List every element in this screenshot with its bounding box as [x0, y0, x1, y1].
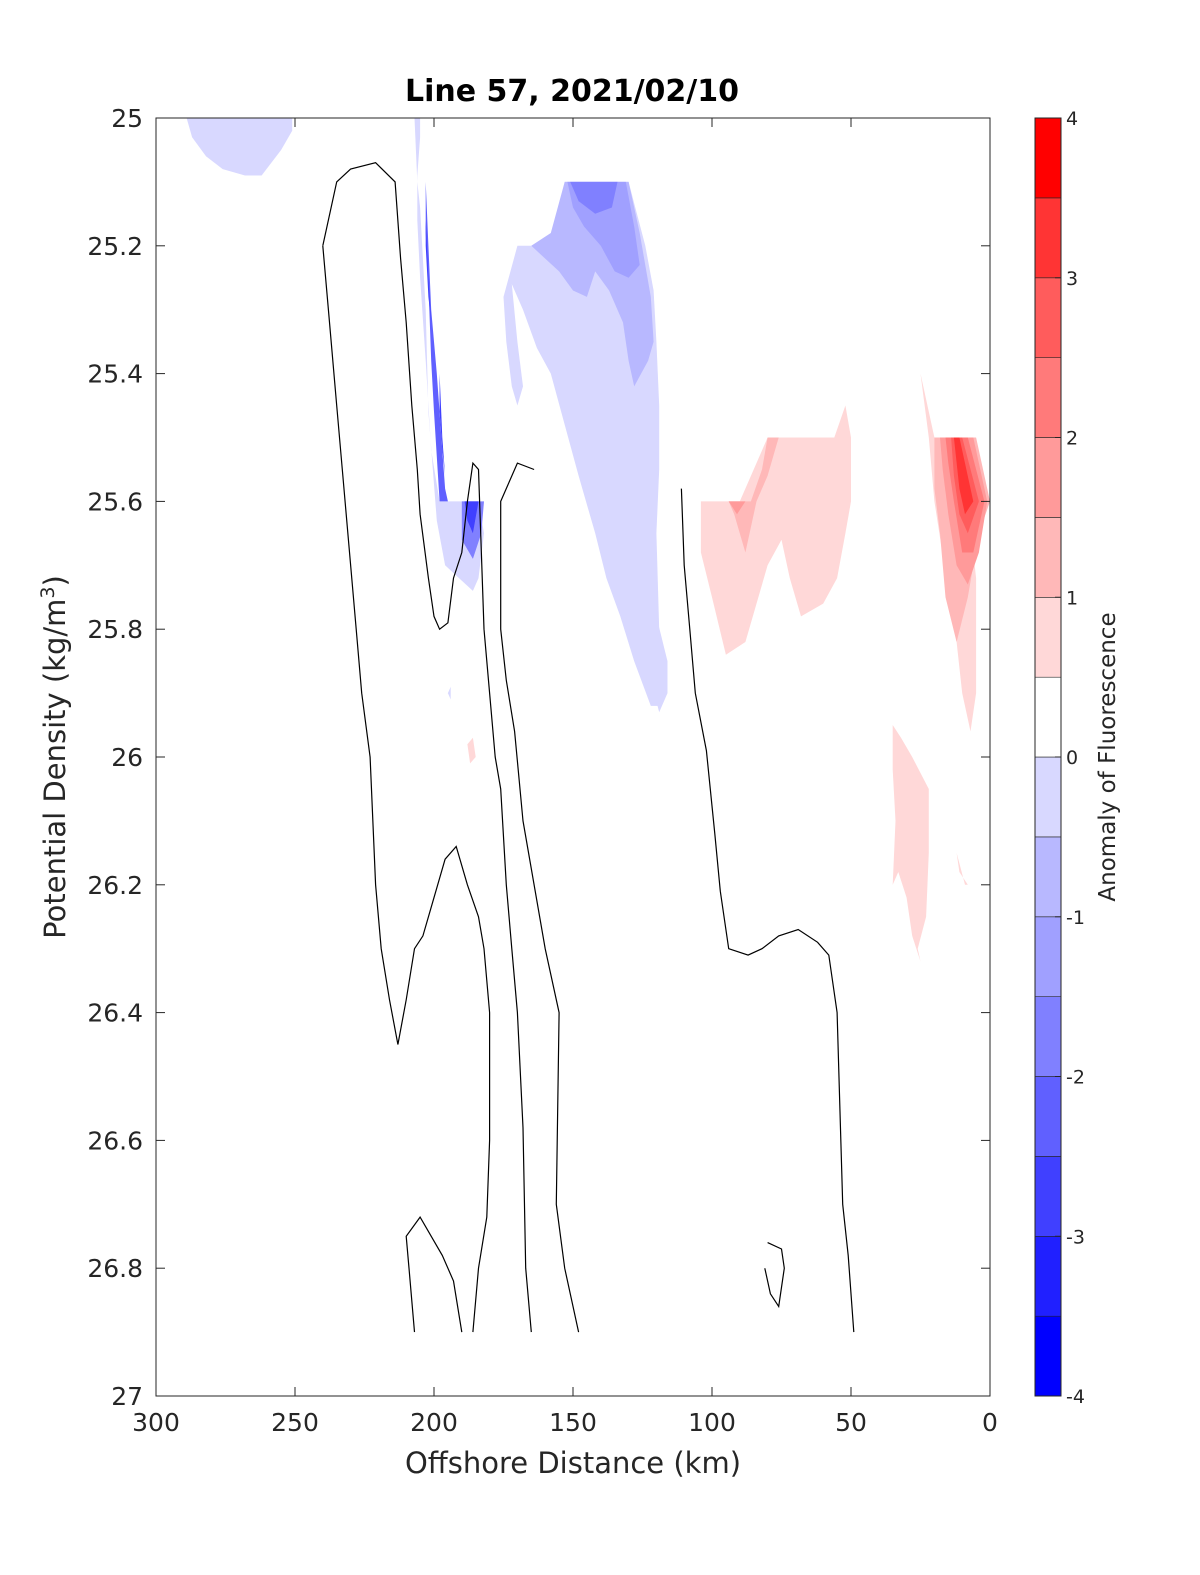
anomaly-region-24 — [467, 737, 476, 764]
y-tick-label: 25.8 — [87, 615, 143, 644]
colorbar-level-8 — [1034, 676, 1062, 758]
colorbar-level-10 — [1034, 517, 1062, 598]
filled-contours — [186, 118, 990, 962]
colorbar-level-6 — [1034, 836, 1062, 918]
anomaly-region-21 — [892, 725, 929, 962]
x-tick-label: 300 — [132, 1408, 180, 1437]
colorbar-level-11 — [1034, 437, 1062, 518]
zero-contour-line-4 — [680, 488, 855, 1333]
colorbar-level-4 — [1034, 996, 1062, 1077]
colorbar-level-2 — [1034, 1156, 1062, 1237]
zero-contour-line-5 — [764, 1242, 785, 1309]
anomaly-region-13 — [728, 437, 779, 553]
y-tick-label: 26 — [111, 743, 143, 772]
colorbar-level-13 — [1034, 277, 1062, 358]
colorbar-level-1 — [1034, 1236, 1062, 1317]
colorbar-tick-label: 0 — [1066, 747, 1078, 769]
anomaly-region-6 — [464, 501, 479, 534]
y-tick-label: 25 — [111, 104, 143, 133]
y-tick-label: 26.8 — [87, 1254, 143, 1283]
colorbar-level-5 — [1034, 916, 1062, 997]
y-tick-label: 26.6 — [87, 1126, 143, 1155]
anomaly-region-12 — [700, 405, 851, 655]
y-tick-label: 26.4 — [87, 999, 143, 1028]
anomaly-region-4 — [439, 373, 446, 476]
anomaly-region-14 — [728, 501, 746, 515]
colorbar-level-7 — [1034, 756, 1062, 838]
y-tick-label: 25.4 — [87, 360, 143, 389]
y-axis-title-superscript: 3 — [37, 586, 59, 598]
zero-contour-line-2 — [405, 1215, 463, 1333]
zero-contour-line-0 — [322, 162, 532, 1333]
colorbar-tick-label: -2 — [1066, 1067, 1085, 1089]
colorbar-tick-label: -3 — [1066, 1226, 1085, 1248]
anomaly-region-0 — [186, 118, 293, 176]
colorbar-level-12 — [1034, 357, 1062, 438]
colorbar-level-14 — [1034, 197, 1062, 279]
zero-contour-lines — [322, 162, 855, 1333]
colorbar-tick-label: -1 — [1066, 907, 1085, 929]
colorbar-tick-label: 2 — [1066, 428, 1078, 450]
x-tick-label: 100 — [688, 1408, 736, 1437]
x-axis-title: Offshore Distance (km) — [405, 1446, 741, 1480]
colorbar-tick-label: 1 — [1066, 587, 1078, 609]
colorbar-level-3 — [1034, 1076, 1062, 1157]
colorbar-tick-label: 4 — [1066, 108, 1078, 130]
anomaly-region-23 — [447, 686, 451, 700]
colorbar-tick-label: -4 — [1066, 1386, 1085, 1408]
colorbar-tick-label: 3 — [1066, 268, 1078, 290]
y-axis-title-close: ) — [38, 575, 72, 586]
x-tick-label: 50 — [835, 1408, 867, 1437]
x-tick-label: 150 — [549, 1408, 597, 1437]
y-tick-label: 26.2 — [87, 871, 143, 900]
zero-contour-line-3 — [500, 462, 580, 1333]
x-tick-label: 0 — [982, 1408, 998, 1437]
anomaly-region-11 — [570, 181, 618, 214]
colorbar-label: Anomaly of Fluorescence — [1095, 612, 1121, 901]
y-axis: 25 25.2 25.4 25.6 25.8 26 26.2 26.4 26.6 26.8 27 — [87, 104, 990, 1411]
y-tick-label: 25.6 — [87, 487, 143, 516]
chart-title: Line 57, 2021/02/10 — [405, 74, 739, 109]
colorbar: -4 -3 -2 -1 0 1 2 3 4 Anomaly of Fluorescence — [1034, 108, 1121, 1408]
colorbar-level-9 — [1034, 596, 1062, 678]
colorbar-level-0 — [1034, 1315, 1062, 1397]
colorbar-level-15 — [1034, 117, 1062, 199]
x-tick-label: 250 — [271, 1408, 319, 1437]
x-axis: 300 250 200 150 100 50 0 — [132, 118, 998, 1437]
anomaly-region-20 — [953, 437, 974, 515]
anomaly-region-2 — [425, 181, 448, 502]
x-tick-label: 200 — [410, 1408, 458, 1437]
y-tick-label: 25.2 — [87, 232, 143, 261]
y-axis-title: Potential Density (kg/m3) — [37, 575, 72, 939]
plot-area: 300 250 200 150 100 50 0 2525.225.425.625.8262… — [87, 104, 998, 1437]
y-axis-title-main: Potential Density (kg/m — [38, 599, 72, 939]
zero-contour-line-1 — [322, 245, 491, 1333]
colorbar-ticks: -4 -3 -2 -1 0 1 2 3 4 — [1055, 108, 1085, 1408]
y-tick-label: 27 — [111, 1382, 143, 1411]
